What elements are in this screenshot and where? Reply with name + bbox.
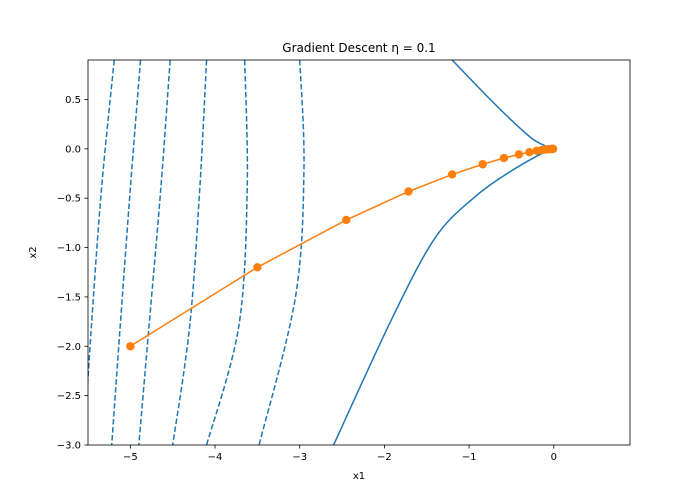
- y-axis-label: x2: [28, 246, 39, 258]
- y-tick-label: −1.0: [57, 243, 81, 254]
- contour-line: [332, 60, 555, 445]
- descent-step-point: [126, 342, 135, 351]
- y-tick-label: 0.5: [65, 95, 81, 106]
- contour-layer: [88, 60, 555, 445]
- y-tick-label: 0.0: [65, 144, 81, 155]
- descent-step-point: [548, 144, 558, 154]
- descent-step-point: [525, 148, 534, 157]
- contour-line: [205, 60, 249, 445]
- contour-line: [138, 60, 171, 445]
- contour-line: [171, 60, 208, 445]
- descent-path-line: [129, 148, 554, 347]
- descent-step-point: [499, 153, 509, 163]
- x-tick-label: −1: [462, 452, 477, 463]
- y-tick-label: −2.0: [57, 342, 81, 353]
- contour-line: [110, 60, 142, 445]
- contour-line: [88, 60, 115, 390]
- descent-step-point: [447, 170, 457, 179]
- y-tick-label: −2.5: [57, 391, 81, 402]
- descent-step-point: [478, 160, 487, 169]
- descent-step-point: [514, 150, 524, 159]
- x-tick-label: −3: [292, 452, 307, 463]
- x-tick-label: −4: [208, 452, 223, 463]
- x-tick-label: −2: [377, 452, 392, 463]
- y-tick-label: −3.0: [57, 441, 81, 452]
- descent-step-point: [253, 263, 262, 272]
- x-axis-label: x1: [353, 471, 365, 482]
- contour-line: [258, 60, 305, 445]
- descent-step-point: [342, 215, 351, 225]
- y-tick-label: −0.5: [57, 194, 81, 205]
- x-tick-label: 0: [551, 452, 557, 463]
- chart-title: Gradient Descent η = 0.1: [282, 41, 435, 55]
- y-tick-label: −1.5: [57, 292, 81, 303]
- descent-step-point: [404, 187, 413, 196]
- plot-frame: [87, 59, 631, 446]
- y-axis: −3.0 −2.5 −2.0 −1.5 −1.0 −0.5 0.0 0.5: [57, 95, 88, 452]
- x-axis: −5 −4 −3 −2 −1 0: [123, 445, 557, 463]
- series-layer: [126, 144, 558, 351]
- x-tick-label: −5: [123, 452, 138, 463]
